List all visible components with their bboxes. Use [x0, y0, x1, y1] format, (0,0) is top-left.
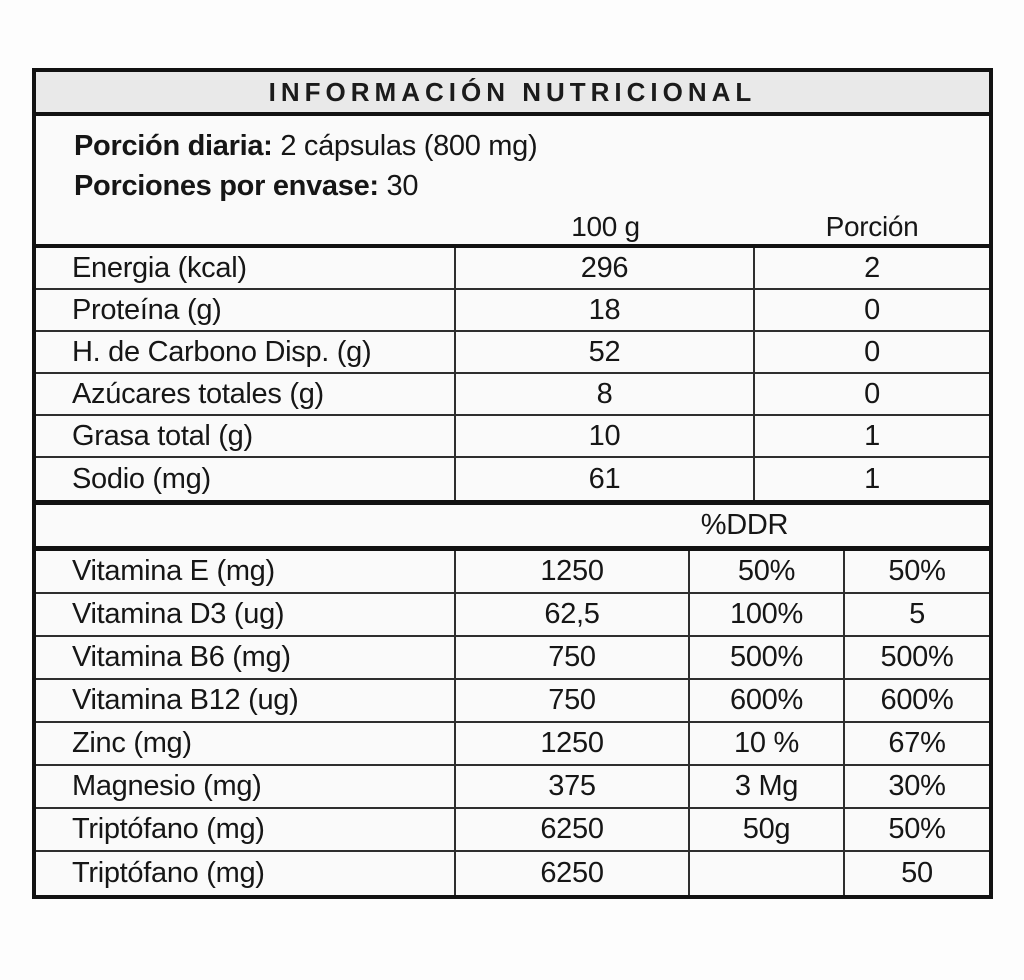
- micro-rows-section: Vitamina E (mg) 1250 50% 50% Vitamina D3 (ug…: [36, 551, 989, 895]
- cell-ddr_100g: [690, 852, 845, 895]
- cell-per_serving: 0: [864, 377, 880, 410]
- cell-ddr_serving: 50%: [888, 813, 946, 845]
- cell-label: Vitamina B12 (ug): [36, 680, 456, 721]
- nutrition-table: INFORMACIÓN NUTRICIONAL Porción diaria: …: [32, 68, 993, 899]
- column-headers-row: 100 g Porción: [36, 206, 989, 248]
- cell-ddr_serving: 5: [909, 598, 925, 630]
- table-row: H. de Carbono Disp. (g) 52 0: [36, 332, 989, 374]
- cell-ddr_100g: 50g: [690, 809, 845, 850]
- cell-ddr_serving: 50%: [888, 555, 946, 587]
- serving-size-label: Porción diaria:: [74, 130, 273, 162]
- cell-label: Magnesio (mg): [36, 766, 456, 807]
- cell-per_100g: 18: [456, 290, 755, 330]
- table-row: Zinc (mg) 1250 10 % 67%: [36, 723, 989, 766]
- cell-label: Vitamina E (mg): [36, 551, 456, 592]
- cell-per_serving: 1: [864, 462, 880, 495]
- table-row: Azúcares totales (g) 8 0: [36, 374, 989, 416]
- cell-per_100g: 296: [456, 248, 755, 288]
- cell-per_serving: 1: [864, 419, 880, 452]
- cell-ddr_serving: 50: [901, 857, 933, 889]
- table-row: Vitamina D3 (ug) 62,5 100% 5: [36, 594, 989, 637]
- column-header-100g: 100 g: [571, 211, 640, 242]
- cell-per_100g: 6250: [456, 809, 690, 850]
- serving-size-line: Porción diaria: 2 cápsulas (800 mg): [36, 126, 989, 166]
- cell-per_100g: 61: [456, 458, 755, 500]
- table-row: Energia (kcal) 296 2: [36, 248, 989, 290]
- table-row: Vitamina B12 (ug) 750 600% 600%: [36, 680, 989, 723]
- cell-label: Sodio (mg): [36, 458, 456, 500]
- cell-per_serving: 0: [864, 335, 880, 368]
- cell-per_100g: 6250: [456, 852, 690, 895]
- cell-per_100g: 8: [456, 374, 755, 414]
- cell-label: Vitamina D3 (ug): [36, 594, 456, 635]
- table-row: Grasa total (g) 10 1: [36, 416, 989, 458]
- cell-ddr_100g: 600%: [690, 680, 845, 721]
- table-title: INFORMACIÓN NUTRICIONAL: [36, 72, 989, 116]
- cell-label: Vitamina B6 (mg): [36, 637, 456, 678]
- cell-label: Energia (kcal): [36, 248, 456, 288]
- cell-label: Azúcares totales (g): [36, 374, 456, 414]
- cell-ddr_100g: 100%: [690, 594, 845, 635]
- serving-info-section: Porción diaria: 2 cápsulas (800 mg) Porc…: [36, 116, 989, 248]
- cell-per_100g: 10: [456, 416, 755, 456]
- cell-ddr_100g: 50%: [690, 551, 845, 592]
- table-row: Triptófano (mg) 6250 50g 50%: [36, 809, 989, 852]
- servings-per-container-value: 30: [386, 170, 419, 202]
- cell-ddr_100g: 10 %: [690, 723, 845, 764]
- cell-ddr_100g: 500%: [690, 637, 845, 678]
- cell-per_100g: 750: [456, 637, 690, 678]
- table-row: Proteína (g) 18 0: [36, 290, 989, 332]
- cell-per_100g: 52: [456, 332, 755, 372]
- servings-per-container-line: Porciones por envase: 30: [36, 166, 989, 206]
- table-row: Sodio (mg) 61 1: [36, 458, 989, 500]
- cell-ddr_serving: 500%: [880, 641, 954, 673]
- ddr-header: %DDR: [700, 509, 789, 541]
- cell-ddr_serving: 600%: [880, 684, 954, 716]
- cell-ddr_100g: 3 Mg: [690, 766, 845, 807]
- ddr-header-band: %DDR: [36, 505, 989, 551]
- cell-per_100g: 62,5: [456, 594, 690, 635]
- macro-rows-section: Energia (kcal) 296 2 Proteína (g) 18 0 H. de C…: [36, 248, 989, 505]
- table-row: Vitamina B6 (mg) 750 500% 500%: [36, 637, 989, 680]
- cell-label: H. de Carbono Disp. (g): [36, 332, 456, 372]
- cell-label: Zinc (mg): [36, 723, 456, 764]
- cell-per_100g: 375: [456, 766, 690, 807]
- cell-per_serving: 0: [864, 293, 880, 326]
- cell-label: Grasa total (g): [36, 416, 456, 456]
- cell-ddr_serving: 30%: [888, 770, 946, 802]
- cell-per_100g: 1250: [456, 723, 690, 764]
- cell-label: Triptófano (mg): [36, 809, 456, 850]
- cell-per_serving: 2: [864, 251, 880, 284]
- cell-per_100g: 750: [456, 680, 690, 721]
- cell-label: Proteína (g): [36, 290, 456, 330]
- serving-size-value: 2 cápsulas (800 mg): [280, 130, 538, 162]
- cell-label: Triptófano (mg): [36, 852, 456, 895]
- cell-ddr_serving: 67%: [888, 727, 946, 759]
- table-row: Magnesio (mg) 375 3 Mg 30%: [36, 766, 989, 809]
- table-row: Triptófano (mg) 6250 50: [36, 852, 989, 895]
- column-header-porcion: Porción: [825, 211, 919, 242]
- cell-per_100g: 1250: [456, 551, 690, 592]
- table-row: Vitamina E (mg) 1250 50% 50%: [36, 551, 989, 594]
- servings-per-container-label: Porciones por envase:: [74, 170, 379, 202]
